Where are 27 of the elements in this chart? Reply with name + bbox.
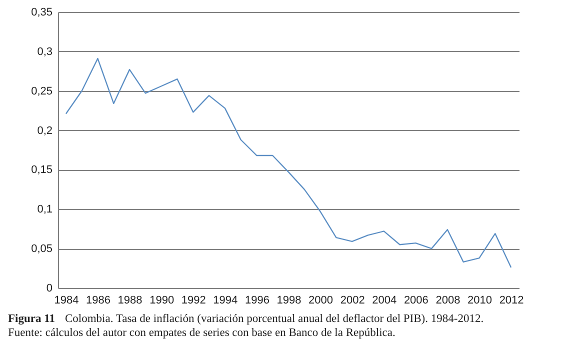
x-tick-label: 2002 bbox=[340, 294, 365, 306]
y-tick-label: 0,25 bbox=[31, 85, 52, 98]
x-tick-label: 2000 bbox=[308, 294, 334, 306]
x-tick-label: 1992 bbox=[181, 294, 206, 306]
x-tick-label: 2006 bbox=[404, 294, 428, 306]
source-note: Fuente: cálculos del autor con empates de series con base en Banco de la República. bbox=[8, 327, 396, 339]
y-tick-label: 0,05 bbox=[31, 243, 52, 256]
y-tick-label: 0,15 bbox=[31, 164, 52, 176]
x-tick-label: 1994 bbox=[213, 294, 238, 306]
y-tick-label: 0 bbox=[46, 282, 52, 294]
y-tick-label: 0,3 bbox=[37, 46, 52, 58]
x-tick-label: 1986 bbox=[86, 294, 110, 306]
x-tick-label: 1988 bbox=[118, 294, 142, 306]
x-tick-label: 2012 bbox=[499, 294, 524, 306]
x-tick-label: 1998 bbox=[276, 294, 302, 306]
y-tick-label: 0,35 bbox=[31, 6, 52, 18]
x-tick-label: 1996 bbox=[244, 294, 270, 306]
x-tick-label: 2008 bbox=[436, 294, 460, 306]
y-tick-label: 0,2 bbox=[37, 124, 52, 137]
x-tick-label: 1990 bbox=[150, 294, 174, 306]
text: Figura 11 bbox=[8, 313, 55, 325]
x-tick-label: 2010 bbox=[468, 294, 492, 306]
text: Colombia. Tasa de inflación (variación porcentual anual del deflactor del PIB). 1984-2012. bbox=[64, 313, 484, 325]
y-tick-label: 0,1 bbox=[37, 204, 52, 216]
x-tick-label: 1984 bbox=[54, 294, 79, 306]
line-series bbox=[65, 58, 512, 268]
x-tick-label: 2004 bbox=[372, 294, 397, 306]
